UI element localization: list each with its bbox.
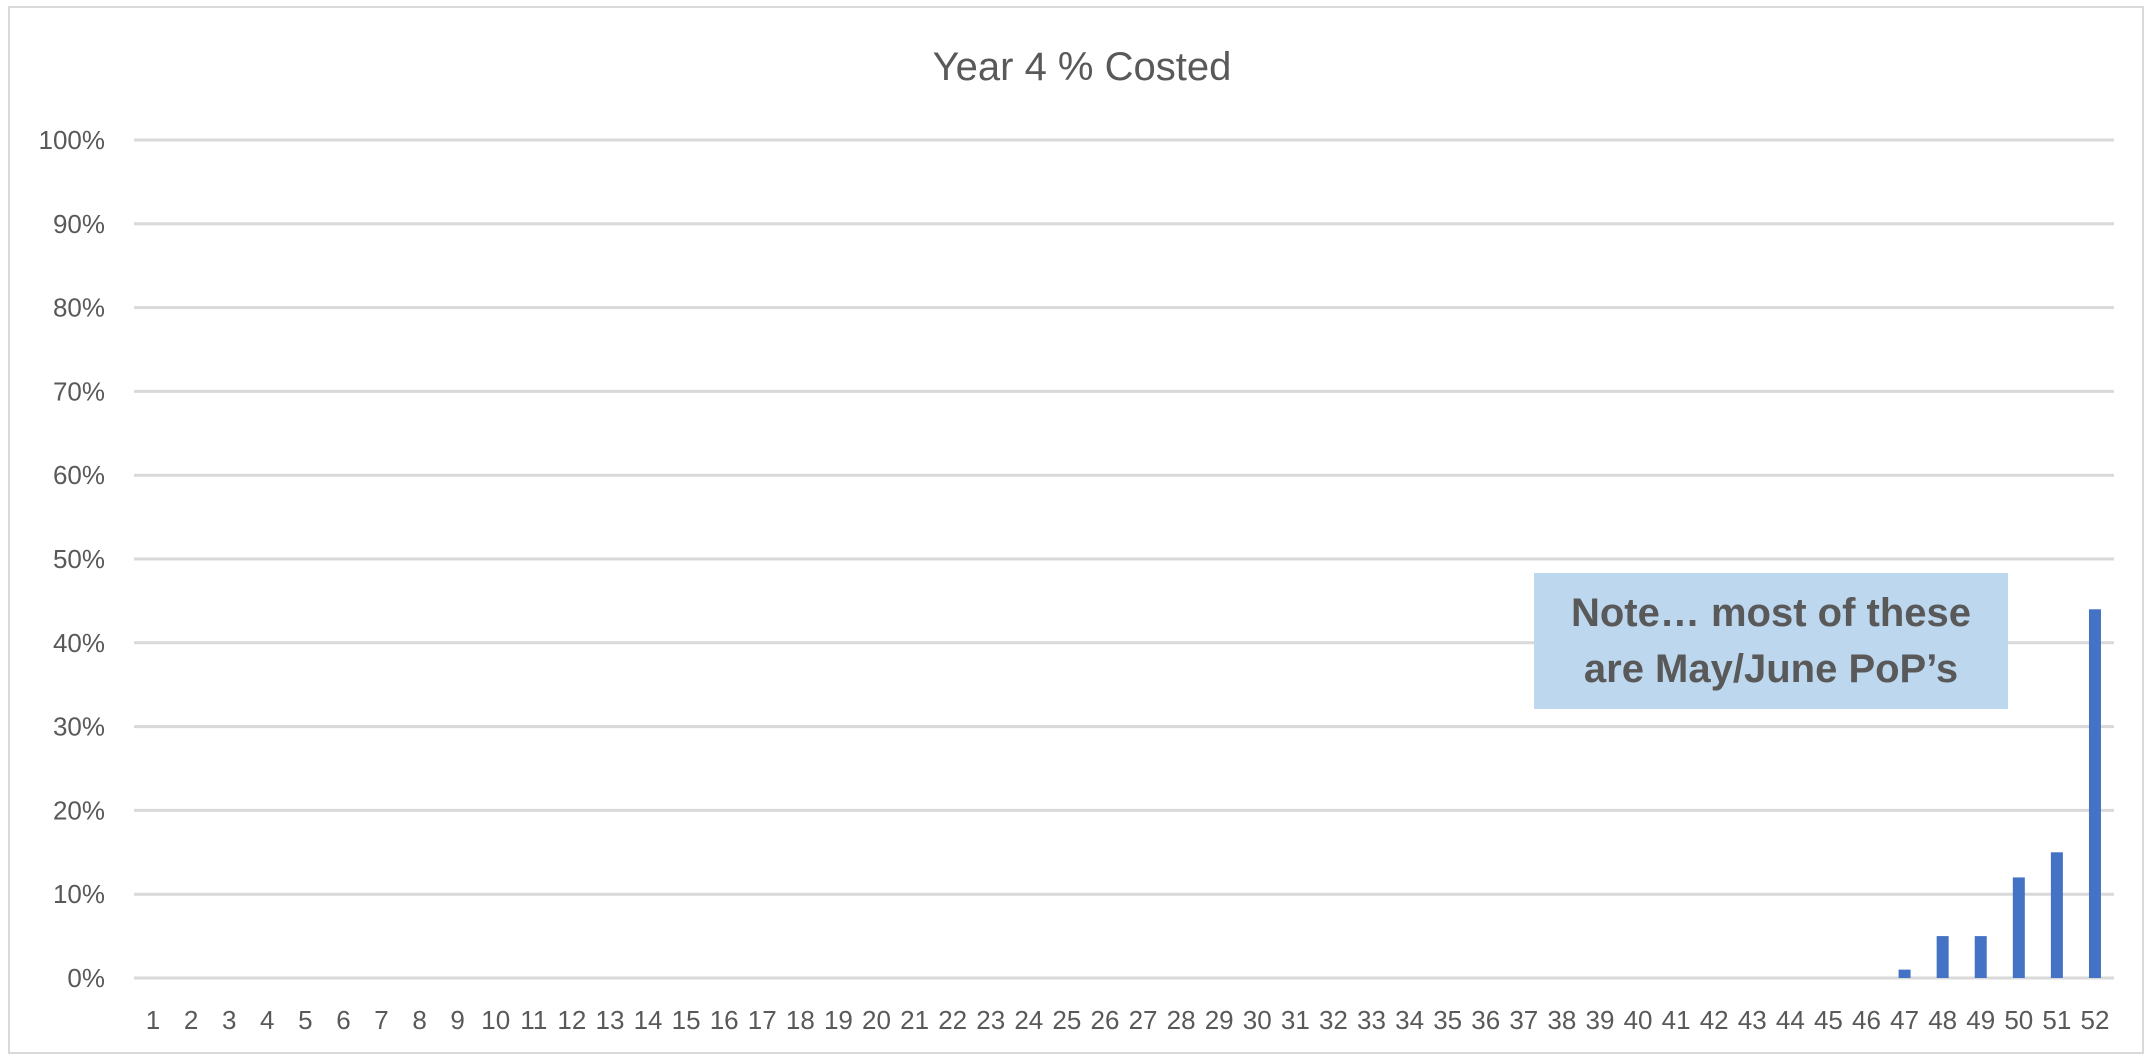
x-tick-label: 33 [1357,1005,1386,1035]
x-tick-label: 50 [2004,1005,2033,1035]
x-tick-label: 37 [1509,1005,1538,1035]
chart-frame [8,6,2144,1054]
x-tick-label: 2 [184,1005,198,1035]
x-tick-label: 23 [976,1005,1005,1035]
x-tick-label: 15 [672,1005,701,1035]
bar-week-50 [2012,877,2025,978]
x-tick-label: 36 [1471,1005,1500,1035]
x-tick-label: 13 [596,1005,625,1035]
y-tick-label: 80% [53,293,105,323]
y-tick-label: 20% [53,795,105,825]
x-tick-label: 18 [786,1005,815,1035]
note-callout: Note… most of these are May/June PoP’s [1534,573,2008,709]
y-tick-label: 10% [53,879,105,909]
x-tick-label: 43 [1738,1005,1767,1035]
bar-week-47 [1898,969,1911,978]
x-tick-label: 9 [450,1005,464,1035]
y-tick-label: 40% [53,628,105,658]
x-tick-label: 41 [1662,1005,1691,1035]
x-tick-label: 7 [374,1005,388,1035]
y-axis-tick-labels: 0% 10% 20% 30% 40% 50% 60% 70% 80% 90% 100% [39,125,106,993]
x-tick-label: 10 [481,1005,510,1035]
x-tick-label: 42 [1700,1005,1729,1035]
x-tick-label: 22 [938,1005,967,1035]
x-tick-label: 25 [1052,1005,1081,1035]
x-tick-label: 32 [1319,1005,1348,1035]
x-tick-label: 21 [900,1005,929,1035]
x-tick-label: 40 [1624,1005,1653,1035]
x-tick-label: 24 [1014,1005,1043,1035]
x-tick-label: 29 [1205,1005,1234,1035]
x-tick-label: 26 [1091,1005,1120,1035]
x-tick-label: 17 [748,1005,777,1035]
x-tick-label: 31 [1281,1005,1310,1035]
x-tick-label: 48 [1928,1005,1957,1035]
x-tick-label: 46 [1852,1005,1881,1035]
x-tick-label: 44 [1776,1005,1805,1035]
x-tick-label: 52 [2081,1005,2110,1035]
x-tick-label: 30 [1243,1005,1272,1035]
bar-week-51 [2050,852,2063,978]
bar-week-48 [1936,936,1949,978]
x-tick-label: 20 [862,1005,891,1035]
x-tick-label: 6 [336,1005,350,1035]
x-tick-label: 3 [222,1005,236,1035]
x-tick-label: 4 [260,1005,274,1035]
bar-week-52 [2088,609,2101,978]
x-tick-label: 1 [146,1005,160,1035]
x-tick-label: 35 [1433,1005,1462,1035]
y-tick-label: 50% [53,544,105,574]
x-tick-label: 51 [2042,1005,2071,1035]
x-axis-tick-labels: 1 2 3 4 5 6 7 8 9 10 11 12 13 14 15 16 17 18 19 20 21 22 23 24 2… [146,1005,2110,1035]
x-tick-label: 14 [634,1005,663,1035]
gridlines [134,138,2114,980]
x-tick-label: 5 [298,1005,312,1035]
x-tick-label: 8 [412,1005,426,1035]
x-tick-label: 27 [1129,1005,1158,1035]
x-tick-label: 45 [1814,1005,1843,1035]
x-tick-label: 28 [1167,1005,1196,1035]
bar-week-49 [1974,936,1987,978]
x-tick-label: 11 [520,1005,547,1035]
x-tick-label: 34 [1395,1005,1424,1035]
y-tick-label: 30% [53,712,105,742]
x-tick-label: 16 [710,1005,739,1035]
x-tick-label: 39 [1586,1005,1615,1035]
x-tick-label: 47 [1890,1005,1919,1035]
y-tick-label: 90% [53,209,105,239]
bars [1898,609,2101,978]
y-tick-label: 70% [53,376,105,406]
y-tick-label: 60% [53,460,105,490]
chart-title: Year 4 % Costed [933,45,1232,89]
x-tick-label: 19 [824,1005,853,1035]
x-tick-label: 49 [1966,1005,1995,1035]
y-tick-label: 0% [67,963,105,993]
note-callout-text: Note… most of these are May/June PoP’s [1570,591,1972,691]
x-tick-label: 12 [557,1005,586,1035]
x-tick-label: 38 [1547,1005,1576,1035]
y-tick-label: 100% [39,125,106,155]
